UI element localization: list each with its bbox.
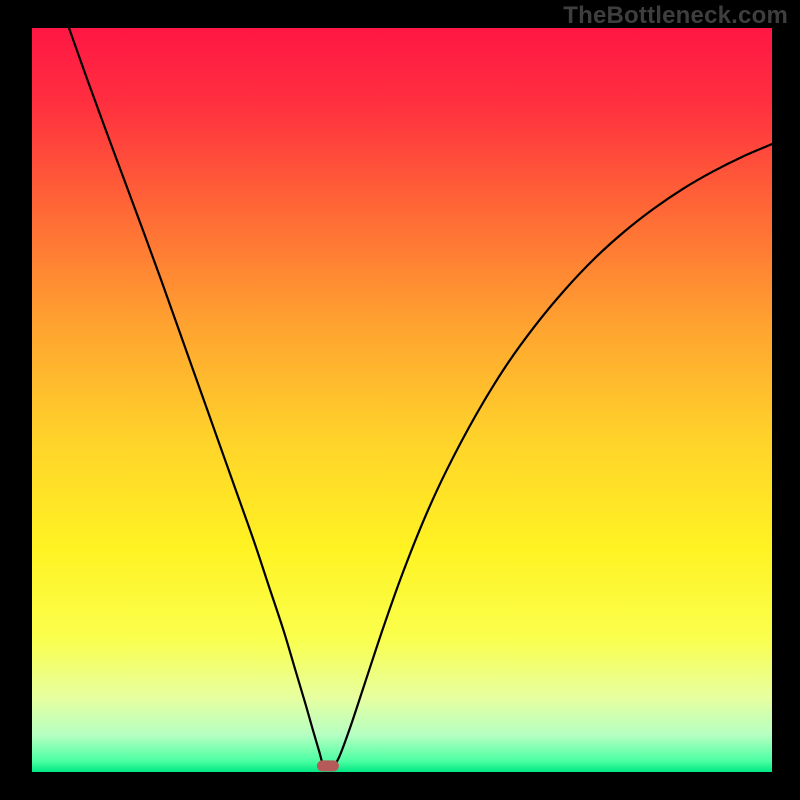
gradient-background: [32, 28, 772, 772]
curve-svg: [32, 28, 772, 772]
minimum-marker: [317, 760, 339, 771]
chart-frame: TheBottleneck.com: [0, 0, 800, 800]
plot-area: [32, 28, 772, 772]
watermark-text: TheBottleneck.com: [563, 2, 788, 30]
